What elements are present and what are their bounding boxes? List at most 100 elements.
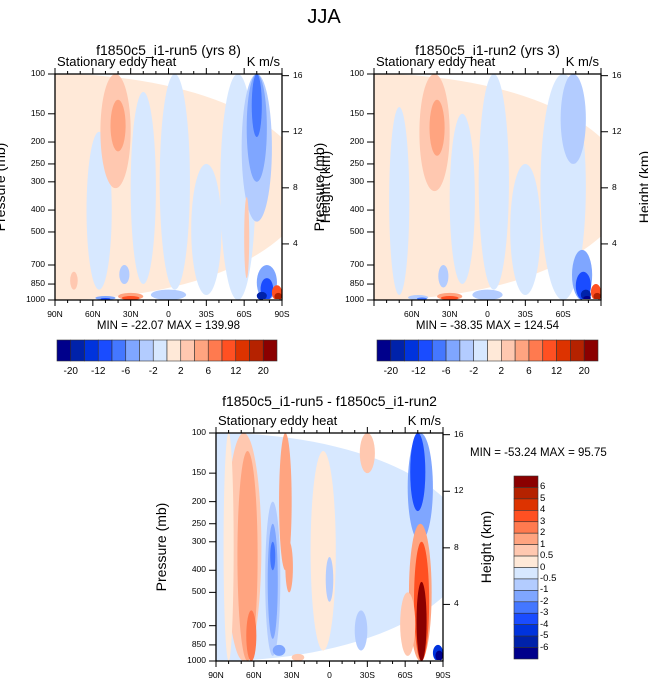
colorbar-swatch: [221, 339, 237, 362]
colorbar-label: -20: [63, 366, 78, 377]
y-tick-label: 100: [191, 427, 206, 437]
colorbar-label: 2: [540, 527, 546, 539]
y-tick-label: 400: [191, 564, 206, 575]
contour-region: [416, 581, 427, 661]
y-tick-right-label: 4: [612, 237, 617, 248]
colorbar-swatch: [459, 339, 474, 362]
colorbar-label: -6: [441, 366, 451, 377]
x-tick-label: 90S: [435, 670, 451, 680]
x-tick-label: 0: [166, 309, 171, 319]
y-tick-label: 1000: [187, 655, 206, 665]
colorbar-swatch: [125, 339, 140, 362]
y-tick-right-label: 4: [454, 598, 459, 609]
right-string: K m/s: [246, 54, 280, 69]
contour-region: [110, 99, 126, 152]
plot-panel2: [367, 68, 608, 306]
x-tick-label: 90S: [274, 309, 290, 319]
y-tick-right-label: 16: [612, 69, 622, 80]
x-tick-label: 30N: [122, 309, 139, 319]
contour-region: [274, 292, 282, 300]
left-string: Stationary eddy heat: [57, 54, 177, 69]
colorbar-swatch: [70, 339, 85, 362]
contour-region: [256, 291, 267, 300]
colorbar-panel2: [376, 339, 599, 362]
colorbar-label: 12: [551, 366, 563, 377]
y-tick-label: 250: [30, 157, 45, 168]
right-string: K m/s: [407, 413, 441, 428]
y-tick-label: 400: [349, 204, 364, 215]
y-tick-label: 150: [191, 467, 206, 478]
panel-title: f1850c5_i1-run2 (yrs 3): [415, 42, 560, 58]
colorbar-swatch: [180, 339, 195, 362]
colorbar-label: 20: [257, 366, 269, 377]
y-tick-label: 700: [349, 258, 364, 269]
colorbar-swatch: [111, 339, 127, 362]
y-tick-label: 500: [30, 225, 45, 236]
y-tick-right-label: 16: [293, 69, 303, 80]
x-tick-label: 60S: [397, 670, 413, 680]
colorbar-swatch: [513, 567, 539, 580]
colorbar-swatch: [56, 339, 72, 362]
y-tick-label: 500: [191, 586, 206, 597]
colorbar-swatch: [513, 475, 539, 488]
y-tick-label: 200: [30, 136, 45, 147]
colorbar-swatch: [431, 339, 447, 362]
contour-region: [246, 610, 257, 661]
colorbar-swatch: [513, 532, 539, 545]
x-tick-label: 60S: [236, 309, 252, 319]
plot-panel1: [48, 68, 289, 306]
colorbar-swatch: [139, 339, 154, 362]
y-tick-label: 850: [191, 638, 206, 649]
colorbar-swatch: [390, 339, 405, 362]
y-tick-label: 250: [191, 517, 206, 528]
contour-region: [325, 557, 334, 602]
x-tick-label: 60N: [85, 309, 101, 319]
contour-region: [95, 295, 116, 300]
colorbar-swatch: [513, 521, 539, 534]
right-string: K m/s: [565, 54, 599, 69]
contour-region: [583, 295, 591, 300]
y-tick-right-label: 12: [293, 125, 303, 136]
contour-region: [478, 74, 509, 290]
contour-region: [150, 289, 187, 300]
y-tick-label: 200: [191, 495, 206, 506]
colorbar-panel1: [56, 339, 278, 362]
contour-region: [354, 610, 368, 651]
colorbar-swatch: [513, 578, 539, 591]
y-tick-right-label: 8: [293, 181, 298, 192]
y-tick-label: 700: [30, 258, 45, 269]
y-tick-right-label: 4: [293, 237, 298, 248]
contour-region: [429, 99, 445, 156]
x-tick-label: 60S: [555, 309, 571, 319]
contour-region: [272, 644, 286, 656]
colorbar-label: 1: [540, 538, 546, 550]
x-tick-label: 90N: [208, 670, 224, 680]
x-tick-label: 90N: [47, 309, 63, 319]
contour-region: [251, 74, 262, 137]
colorbar-swatch: [262, 339, 278, 362]
y-tick-label: 1000: [26, 294, 45, 304]
colorbar-label: -12: [91, 366, 106, 377]
colorbar-swatch: [487, 339, 502, 362]
colorbar-label: 2: [177, 366, 184, 377]
contour-region: [159, 74, 190, 290]
colorbar-swatch: [513, 624, 539, 637]
colorbar-swatch: [583, 339, 599, 362]
x-tick-label: 30S: [517, 309, 533, 319]
colorbar-swatch: [445, 339, 461, 362]
y-tick-label: 100: [349, 68, 364, 78]
colorbar-swatch: [513, 612, 539, 625]
colorbar-swatch: [528, 339, 544, 362]
min-max-stats: MIN = -53.24 MAX = 95.75: [470, 447, 607, 459]
contour-region: [435, 650, 443, 661]
contour-region: [440, 295, 459, 300]
y-tick-label: 150: [30, 107, 45, 118]
x-tick-label: 60N: [246, 670, 262, 680]
y-tick-label: 850: [349, 278, 364, 289]
min-max-stats: MIN = -38.35 MAX = 124.54: [415, 320, 560, 332]
x-tick-label: 30S: [198, 309, 214, 319]
y-tick-label: 700: [191, 619, 206, 630]
y-tick-label: 300: [349, 175, 364, 186]
colorbar-swatch: [570, 339, 585, 362]
